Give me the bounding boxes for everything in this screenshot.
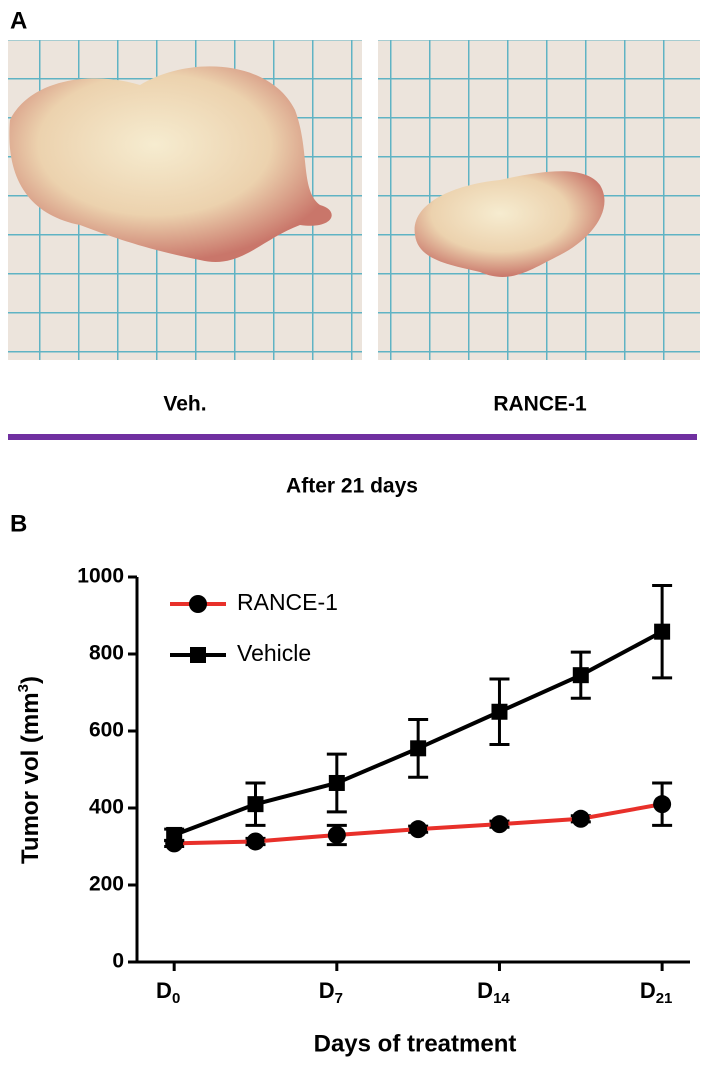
x-tick-label-sub: 14: [493, 990, 510, 1007]
photo-vehicle: [8, 40, 362, 360]
x-tick-label: D7: [319, 978, 343, 1007]
photo-caption: Veh.: [163, 393, 206, 416]
x-tick-label-sub: 7: [335, 990, 343, 1007]
y-tick-label: 0: [112, 950, 124, 973]
marker: [246, 832, 265, 851]
marker: [166, 826, 183, 843]
x-tick-label: D14: [477, 978, 510, 1007]
x-tick-label-main: D: [156, 978, 172, 1003]
x-tick-label: D0: [156, 978, 180, 1007]
marker: [247, 796, 264, 813]
marker: [490, 815, 509, 834]
marker: [571, 809, 590, 828]
marker: [190, 647, 206, 663]
marker: [654, 623, 671, 640]
x-tick-label-sub: 0: [172, 990, 180, 1007]
x-axis-label: Days of treatment: [314, 1030, 517, 1057]
y-axis-label: Tumor vol (mm3): [15, 676, 44, 864]
x-tick-label-main: D: [640, 978, 656, 1003]
photo-note: After 21 days: [286, 475, 418, 498]
y-tick-label: 800: [89, 642, 124, 665]
marker: [189, 595, 207, 613]
marker: [491, 703, 508, 720]
photo-caption: RANCE-1: [493, 393, 587, 416]
legend-label: Vehicle: [237, 640, 311, 666]
y-tick-label: 400: [89, 796, 124, 819]
y-axis-label-text: Tumor vol (mm: [17, 692, 44, 864]
y-tick-label: 200: [89, 873, 124, 896]
y-tick-label: 1000: [77, 565, 124, 588]
y-axis-label-sup: 3: [15, 684, 32, 692]
marker: [327, 825, 346, 844]
y-axis-label-end: ): [17, 676, 44, 684]
marker: [328, 774, 345, 791]
photo-rance: [378, 40, 700, 360]
x-tick-label-sub: 21: [656, 990, 673, 1007]
marker: [572, 667, 589, 684]
y-tick-label: 600: [89, 719, 124, 742]
x-tick-label-main: D: [477, 978, 493, 1003]
marker: [410, 740, 427, 757]
marker: [409, 820, 428, 839]
panel-label: A: [10, 7, 27, 34]
marker: [653, 795, 672, 814]
panel-label: B: [10, 510, 27, 537]
x-tick-label-main: D: [319, 978, 335, 1003]
x-tick-label: D21: [640, 978, 673, 1007]
legend-label: RANCE-1: [237, 589, 338, 615]
